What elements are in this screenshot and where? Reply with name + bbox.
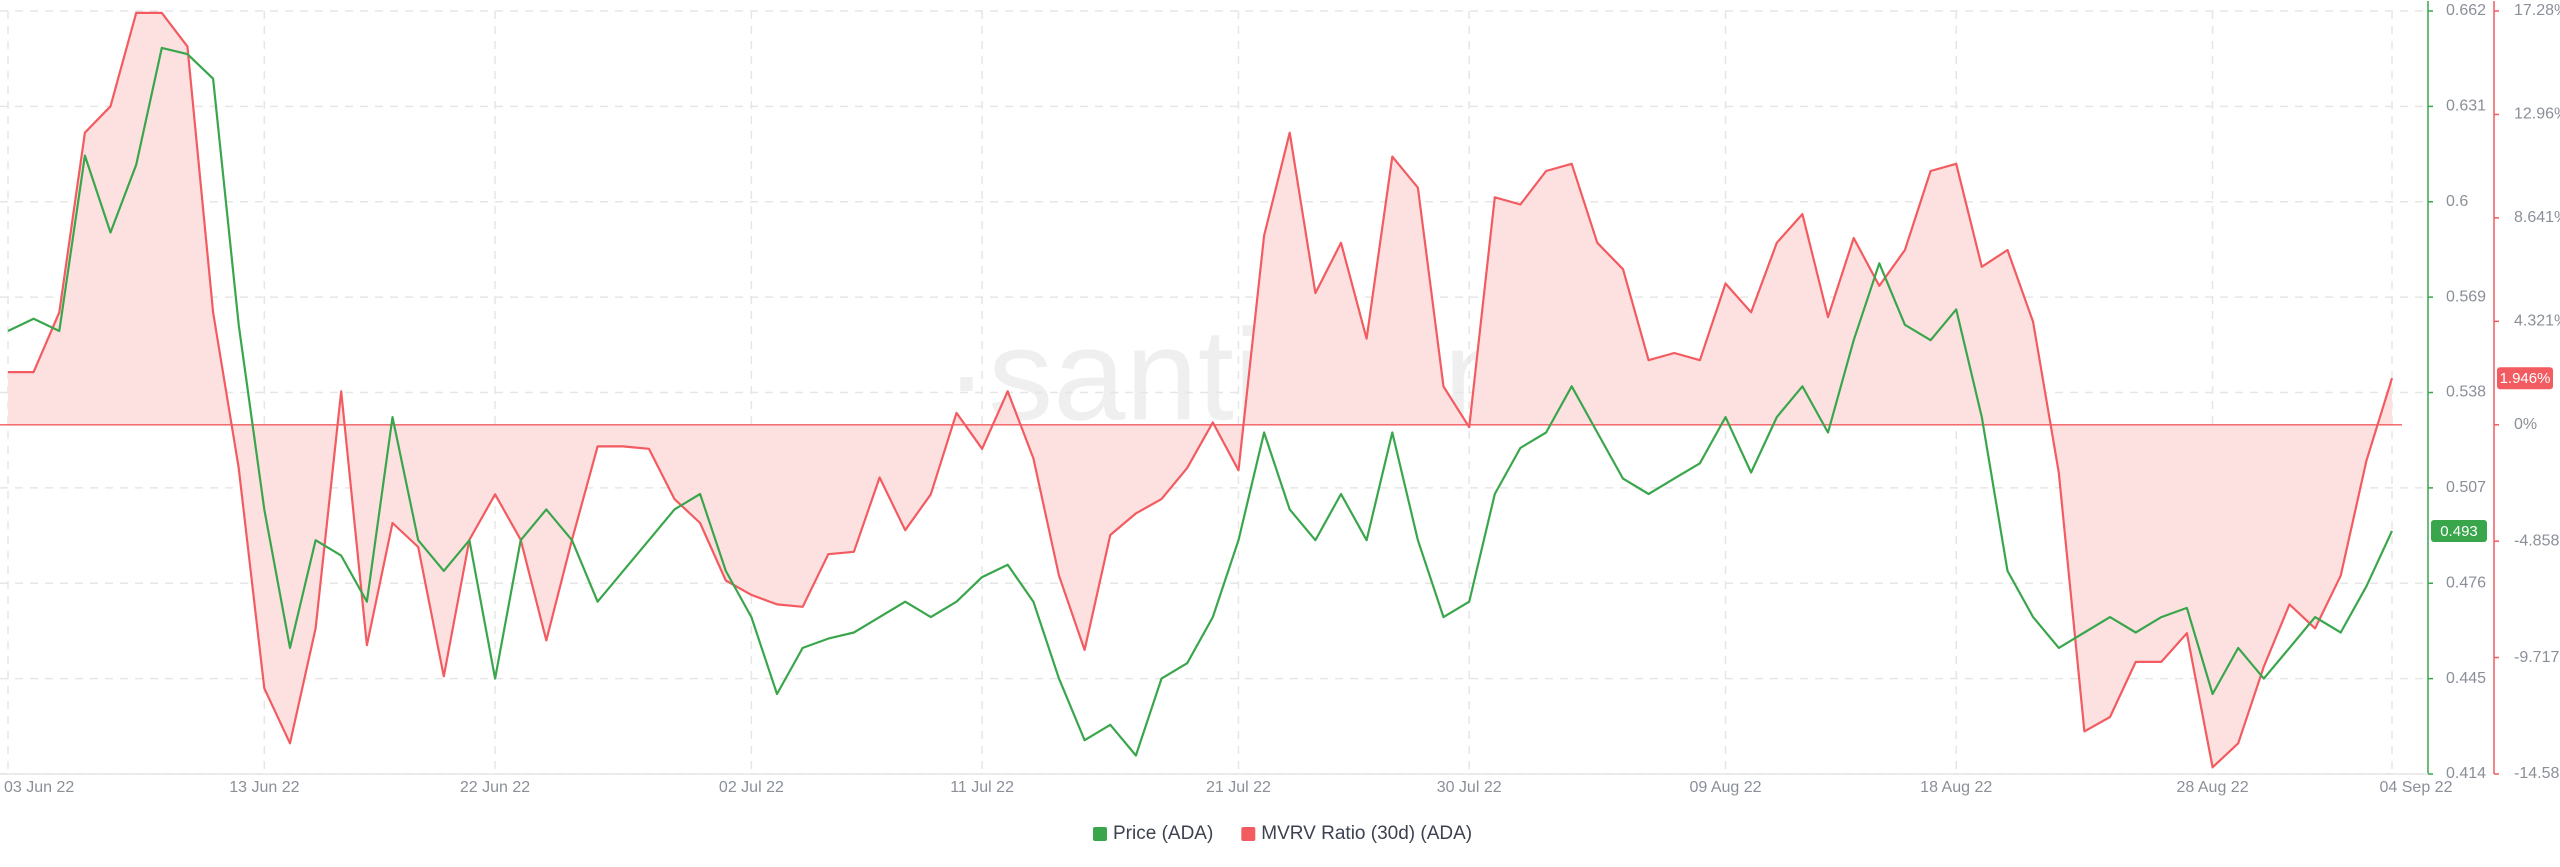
x-tick-label: 02 Jul 22 [719, 779, 784, 796]
x-tick-label: 30 Jul 22 [1437, 779, 1502, 796]
y-tick-label: 0.507 [2446, 479, 2486, 496]
y2-tick-label: -4.858% [2514, 532, 2560, 549]
y-tick-label: 0.569 [2446, 288, 2486, 305]
legend-swatch [1093, 827, 1107, 841]
y2-tick-label: 17.28% [2514, 2, 2560, 19]
y2-tick-label: 4.321% [2514, 313, 2560, 330]
x-tick-label: 09 Aug 22 [1689, 779, 1761, 796]
last-value-label: 0.493 [2440, 523, 2478, 540]
y-tick-label: 0.631 [2446, 98, 2486, 115]
mvrv-area [8, 12, 2392, 768]
x-tick-label: 21 Jul 22 [1206, 779, 1271, 796]
x-tick-label: 28 Aug 22 [2177, 779, 2249, 796]
y2-tick-label: 12.96% [2514, 106, 2560, 123]
series-line [7, 46, 2393, 757]
y2-tick-label: -9.717% [2514, 649, 2560, 666]
x-tick-label: 22 Jun 22 [460, 779, 530, 796]
y-tick-label: 0.476 [2446, 574, 2486, 591]
y-tick-label: 0.662 [2446, 2, 2486, 19]
x-tick-label: 03 Jun 22 [4, 779, 74, 796]
y2-tick-label: 8.641% [2514, 209, 2560, 226]
y-tick-label: 0.538 [2446, 384, 2486, 401]
legend-label: MVRV Ratio (30d) (ADA) [1261, 823, 1472, 844]
last-value-badge [2431, 519, 2487, 542]
y2-tick-label: 0% [2514, 416, 2537, 433]
x-tick-label: 11 Jul 22 [950, 779, 1014, 796]
legend-label: Price (ADA) [1113, 823, 1213, 844]
y2-tick-label: -14.58% [2514, 765, 2560, 782]
last-value-label: 1.946% [2500, 370, 2551, 387]
x-tick-label: 04 Sep 22 [2380, 779, 2453, 796]
last-value-badge [2497, 367, 2553, 390]
y-tick-label: 0.445 [2446, 670, 2486, 687]
legend-swatch [1241, 827, 1256, 841]
x-tick-label: 18 Aug 22 [1920, 779, 1992, 796]
series-line [8, 11, 2394, 769]
y-tick-label: 0.414 [2446, 765, 2486, 782]
x-tick-label: 13 Jun 22 [229, 779, 299, 796]
y-tick-label: 0.6 [2446, 193, 2468, 210]
